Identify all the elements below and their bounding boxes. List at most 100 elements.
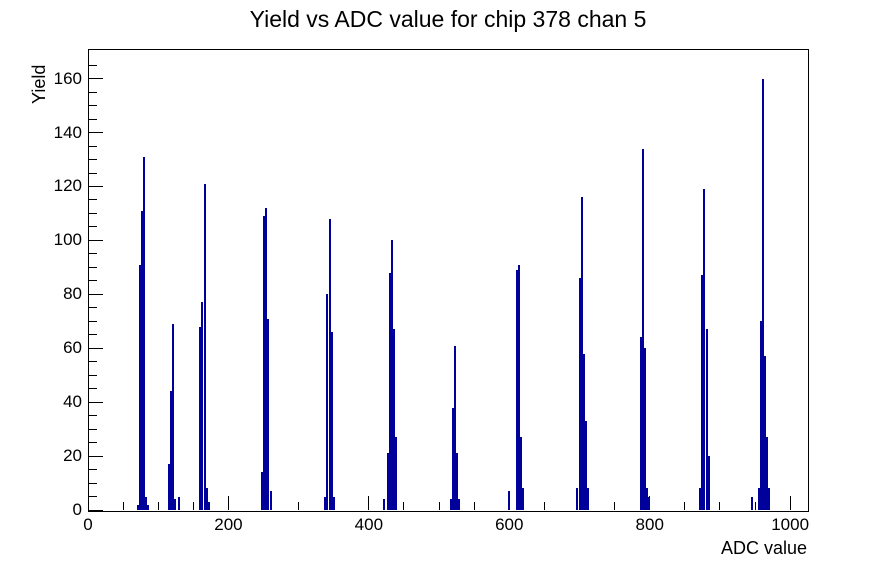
histogram-bin (703, 189, 705, 510)
histogram-bin (137, 505, 139, 510)
x-tick-label: 0 (83, 515, 93, 534)
x-minor-tick (473, 502, 475, 510)
histogram-bin (640, 337, 642, 510)
x-axis-title: ADC value (720, 538, 807, 558)
y-major-tick (89, 509, 103, 511)
histogram-bin (646, 488, 648, 510)
histogram-bin (760, 321, 762, 510)
x-minor-tick (754, 502, 756, 510)
y-major-tick (89, 185, 103, 187)
y-minor-tick (89, 212, 97, 214)
histogram-bin (764, 356, 766, 510)
histogram-bin (768, 488, 770, 510)
x-major-tick (227, 496, 229, 510)
histogram-bin (520, 437, 522, 510)
histogram-bin (751, 497, 753, 510)
y-minor-tick (89, 199, 97, 201)
histogram-bin (758, 488, 760, 510)
y-minor-tick (89, 64, 97, 66)
histogram-bin (585, 421, 587, 510)
y-minor-tick (89, 442, 97, 444)
histogram-bin (329, 219, 331, 510)
y-minor-tick (89, 482, 97, 484)
histogram-bin (143, 157, 145, 510)
histogram-bin (168, 464, 170, 510)
x-minor-tick (438, 502, 440, 510)
x-minor-tick (122, 502, 124, 510)
x-major-tick (87, 496, 89, 510)
y-minor-tick (89, 159, 97, 161)
x-minor-tick (684, 502, 686, 510)
y-major-tick (89, 401, 103, 403)
y-major-tick (89, 78, 103, 80)
histogram-bin (454, 346, 456, 510)
y-tick-label: 80 (63, 284, 82, 304)
histogram-bin (147, 505, 149, 510)
histogram-bin (579, 278, 581, 510)
x-tick-label: 600 (495, 515, 524, 534)
y-minor-tick (89, 388, 97, 390)
histogram-bin (458, 499, 460, 510)
y-minor-tick (89, 374, 97, 376)
histogram-bin (508, 491, 510, 510)
y-major-tick (89, 293, 103, 295)
histogram-bin (199, 327, 201, 510)
histogram-bin (170, 391, 172, 510)
x-tick-label: 400 (354, 515, 384, 534)
x-minor-tick (157, 502, 159, 510)
histogram-bin (261, 472, 263, 510)
y-tick-label: 120 (53, 176, 82, 196)
histogram-bin (648, 497, 650, 510)
plot-frame (88, 49, 809, 512)
y-minor-tick (89, 253, 97, 255)
histogram-bin (270, 491, 272, 510)
y-minor-tick (89, 469, 97, 471)
histogram-bin (333, 497, 335, 510)
histogram-bin (141, 211, 143, 510)
x-major-tick (368, 496, 370, 510)
x-minor-tick (543, 502, 545, 510)
histogram-bin (139, 265, 141, 510)
histogram-bin (265, 208, 267, 510)
x-minor-tick (192, 502, 194, 510)
y-minor-tick (89, 105, 97, 107)
histogram-bin (644, 348, 646, 510)
histogram-bin (450, 499, 452, 510)
x-tick-label: 1000 (771, 515, 810, 534)
histogram-bin (383, 499, 385, 510)
y-tick-label: 160 (53, 68, 82, 88)
x-tick-label: 800 (635, 515, 664, 534)
histogram-bin (518, 265, 520, 510)
histogram-bin (762, 79, 764, 510)
histogram-bin (706, 329, 708, 510)
histogram-bin (452, 408, 454, 510)
y-tick-label: 20 (63, 446, 82, 466)
histogram-bin (201, 302, 203, 510)
y-minor-tick (89, 118, 97, 120)
histogram-bin (172, 324, 174, 510)
y-minor-tick (89, 496, 97, 498)
y-minor-tick (89, 361, 97, 363)
histogram-bin (708, 456, 710, 510)
histogram-bin (699, 488, 701, 510)
y-minor-tick (89, 334, 97, 336)
histogram-bin (208, 502, 210, 510)
histogram-bin (516, 270, 518, 510)
y-minor-tick (89, 415, 97, 417)
y-minor-tick (89, 428, 97, 430)
histogram-bin (583, 354, 585, 510)
histogram-bin (331, 332, 333, 510)
histogram-bin (642, 149, 644, 510)
y-tick-label: 100 (53, 230, 82, 250)
histogram-bin (206, 488, 208, 510)
histogram-bin (576, 488, 578, 510)
histogram-bin (389, 273, 391, 510)
histogram-bin (701, 275, 703, 510)
y-major-tick (89, 239, 103, 241)
histogram-bin (326, 294, 328, 510)
y-tick-label: 140 (53, 122, 82, 142)
histogram-bin (587, 488, 589, 510)
y-minor-tick (89, 280, 97, 282)
histogram-bin (581, 197, 583, 510)
y-minor-tick (89, 91, 97, 93)
